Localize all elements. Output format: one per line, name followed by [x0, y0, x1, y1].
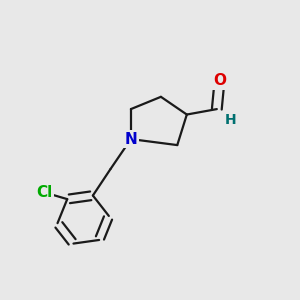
Text: N: N — [124, 132, 137, 147]
Text: Cl: Cl — [36, 185, 52, 200]
Text: O: O — [213, 73, 226, 88]
Text: H: H — [225, 113, 236, 127]
